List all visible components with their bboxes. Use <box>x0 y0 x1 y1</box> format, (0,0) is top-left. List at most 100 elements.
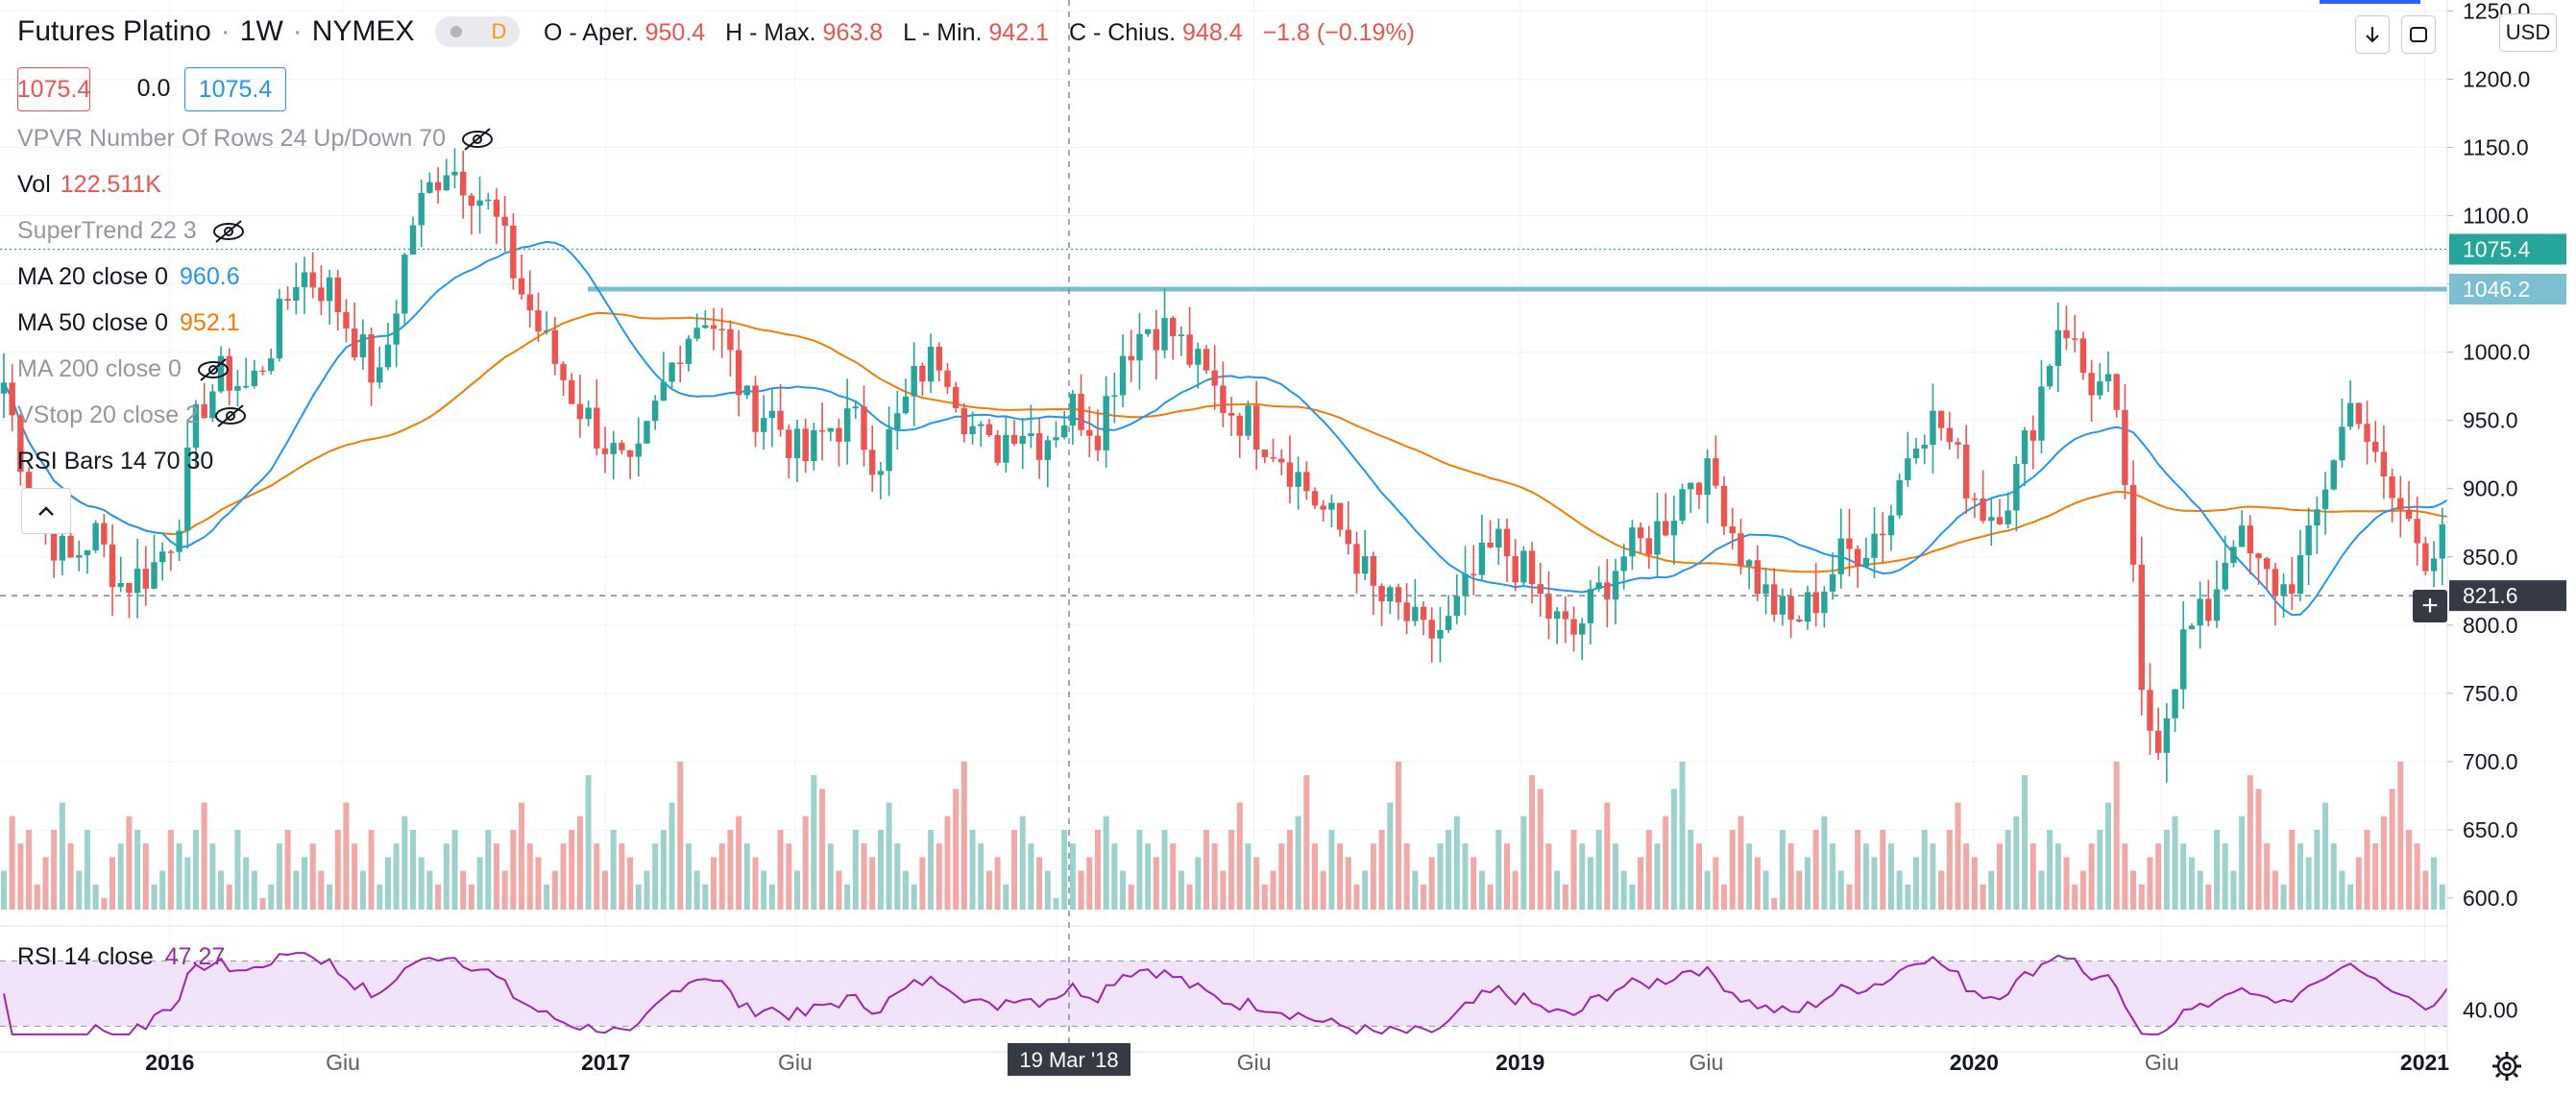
collapse-legend-button[interactable] <box>21 488 71 534</box>
legend-rsi[interactable]: RSI 14 close 47.27 <box>17 943 225 971</box>
candle-body <box>485 199 492 202</box>
time-tick-label: Giu <box>326 1050 360 1075</box>
volume-bar <box>886 802 892 911</box>
candle-body <box>2147 690 2153 731</box>
candle-body <box>1570 619 1577 635</box>
legend-rsibars[interactable]: RSI Bars 14 70 30 <box>17 448 213 475</box>
candle-body <box>1579 622 1586 635</box>
candle-body <box>167 551 175 553</box>
candle-body <box>843 408 851 442</box>
candle-body <box>117 582 124 588</box>
candle-body <box>1955 442 1961 445</box>
volume-bar <box>51 829 58 911</box>
candle-body <box>334 277 341 313</box>
symbol-title[interactable]: Futures Platino · 1W · NYMEX D <box>17 15 521 48</box>
legend-supertrend[interactable]: SuperTrend 22 3 <box>17 217 247 245</box>
candle-body <box>644 421 650 444</box>
volume-bar <box>836 870 842 911</box>
volume-bar <box>476 857 483 911</box>
volume-bar <box>109 857 116 911</box>
gear-icon[interactable] <box>2488 1047 2526 1085</box>
candle-body <box>9 382 15 416</box>
candle-body <box>802 428 809 462</box>
legend-ma20-value: 960.6 <box>180 263 240 290</box>
buy-price-box[interactable]: 1075.4 <box>184 67 286 111</box>
candle-body <box>2122 409 2128 485</box>
eye-pill-icon <box>435 16 478 47</box>
volume-bar <box>293 870 300 911</box>
volume-bar <box>668 802 675 911</box>
volume-bar <box>1345 857 1351 911</box>
volume-bar <box>969 829 976 911</box>
eye-hidden-icon[interactable] <box>212 402 249 429</box>
volume-bar <box>59 802 65 911</box>
volume-bar <box>2097 829 2103 911</box>
legend-ma50[interactable]: MA 50 close 0 952.1 <box>17 309 240 337</box>
volume-bar <box>1470 857 1477 911</box>
volume-bar <box>2305 857 2312 911</box>
candle-body <box>1336 502 1344 530</box>
candle-body <box>1695 482 1703 496</box>
volume-bar <box>359 870 366 911</box>
candle-body <box>2222 562 2228 590</box>
candle-body <box>518 278 525 295</box>
volume-bar <box>1086 857 1093 911</box>
volume-bar <box>2013 815 2020 911</box>
volume-bar <box>2005 829 2011 911</box>
volume-bar <box>1245 843 1252 911</box>
volume-bar <box>569 829 575 911</box>
high-label: H - Max. <box>725 19 816 46</box>
crosshair-date-label: 19 Mar '18 <box>1019 1048 1118 1072</box>
candle-body <box>952 386 960 408</box>
eye-hidden-icon[interactable] <box>195 356 231 383</box>
sell-price-box[interactable]: 1075.4 <box>17 67 90 111</box>
legend-ma20[interactable]: MA 20 close 0 960.6 <box>17 263 240 291</box>
price-tick-label: 1000.0 <box>2463 340 2530 365</box>
candle-body <box>1069 394 1077 426</box>
legend-volume[interactable]: Vol 122.511K <box>17 171 161 199</box>
eye-hidden-icon[interactable] <box>459 126 496 153</box>
fullscreen-button[interactable] <box>2401 15 2436 54</box>
candle-body <box>1612 571 1619 600</box>
candle-body <box>2205 598 2212 621</box>
currency-button[interactable]: USD <box>2499 13 2557 52</box>
volume-bar <box>167 829 174 911</box>
volume-bar <box>84 829 90 911</box>
legend-ma50-value: 952.1 <box>180 309 240 336</box>
candle-body <box>1128 355 1134 361</box>
volume-bar <box>284 829 291 911</box>
legend-ma20-label: MA 20 close 0 <box>17 263 169 290</box>
candle-body <box>2154 730 2162 753</box>
volume-bar <box>2079 870 2086 911</box>
add-alert-button[interactable]: + <box>2413 590 2447 622</box>
candle-body <box>927 347 935 382</box>
volume-bar <box>352 843 358 911</box>
candle-body <box>293 286 300 301</box>
candle-body <box>760 418 767 432</box>
candle-body <box>101 523 108 545</box>
legend-ma200[interactable]: MA 200 close 0 <box>17 355 231 383</box>
volume-bar <box>777 829 784 911</box>
legend-ma200-label: MA 200 close 0 <box>17 355 182 382</box>
candle-body <box>852 406 860 409</box>
candle-body <box>1412 606 1419 621</box>
volume-bar <box>1537 789 1543 911</box>
candle-body <box>1946 427 1954 443</box>
legend-vpvr[interactable]: VPVR Number Of Rows 24 Up/Down 70 <box>17 125 496 153</box>
volume-bar <box>401 815 408 911</box>
volume-bar <box>544 884 550 911</box>
volume-bar <box>1887 843 1894 911</box>
volume-bar <box>1721 884 1728 911</box>
volume-bar <box>117 843 124 911</box>
ohlc-legend: O - Aper. 950.4 H - Max. 963.8 L - Min. … <box>544 19 1428 47</box>
candle-body <box>2272 569 2279 596</box>
eye-hidden-icon[interactable] <box>210 218 247 245</box>
candle-body <box>359 334 367 358</box>
candle-body <box>501 216 508 227</box>
volume-bar <box>142 843 149 911</box>
legend-vstop[interactable]: VStop 20 close 2 <box>17 402 249 429</box>
scroll-down-button[interactable] <box>2355 15 2390 54</box>
candle-body <box>67 535 74 558</box>
volume-bar <box>1913 857 1920 911</box>
